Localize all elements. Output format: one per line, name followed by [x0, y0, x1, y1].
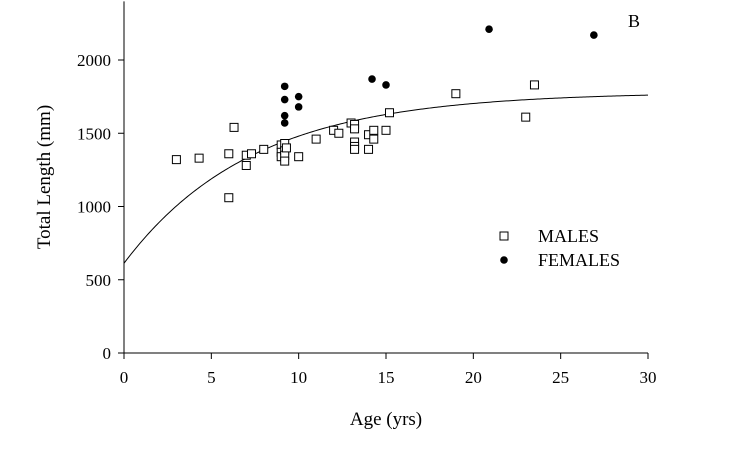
- female-point: [280, 111, 289, 120]
- x-tick-label: 30: [640, 368, 657, 387]
- ticks: 0 5 10 15 20 25 30 0 500 1000 1500 2000: [77, 51, 657, 387]
- axes: [123, 1, 648, 354]
- x-tick-label: 20: [465, 368, 482, 387]
- male-point: [529, 80, 539, 90]
- male-point: [334, 128, 344, 138]
- male-point: [229, 122, 239, 132]
- male-point: [294, 152, 304, 162]
- male-point: [451, 89, 461, 99]
- male-point: [241, 160, 251, 170]
- male-point: [350, 124, 360, 134]
- male-point: [281, 143, 291, 153]
- male-point: [350, 144, 360, 154]
- x-tick-label: 15: [378, 368, 395, 387]
- x-axis-label: Age (yrs): [350, 409, 422, 430]
- legend-female-marker: [500, 256, 508, 264]
- y-tick-label: 1000: [77, 198, 111, 217]
- male-point: [280, 156, 290, 166]
- x-tick-label: 5: [207, 368, 216, 387]
- male-point: [311, 134, 321, 144]
- female-point: [590, 31, 598, 39]
- male-point: [224, 193, 234, 203]
- legend-male-label: MALES: [538, 226, 599, 246]
- female-point: [280, 95, 289, 104]
- male-point: [247, 149, 257, 159]
- female-point: [485, 25, 493, 34]
- panel-label: B: [628, 11, 640, 31]
- y-tick-label: 500: [86, 271, 112, 290]
- male-point: [384, 108, 394, 118]
- female-point: [280, 119, 289, 127]
- legend-male-marker: [499, 231, 509, 241]
- legend: MALES FEMALES: [499, 226, 620, 270]
- y-tick-label: 0: [103, 344, 112, 363]
- male-point: [194, 153, 204, 163]
- male-point: [381, 125, 391, 135]
- female-point: [368, 75, 376, 83]
- x-tick-label: 25: [552, 368, 569, 387]
- x-tick-label: 10: [290, 368, 307, 387]
- female-point: [294, 103, 303, 111]
- x-tick-label: 0: [120, 368, 129, 387]
- male-point: [259, 144, 269, 154]
- male-point: [521, 112, 531, 122]
- data-points: [171, 25, 598, 203]
- y-tick-label: 1500: [77, 124, 111, 143]
- female-point: [280, 82, 289, 91]
- male-point: [364, 144, 374, 154]
- male-point: [171, 155, 181, 165]
- y-axis-label: Total Length (mm): [34, 105, 55, 249]
- y-tick-label: 2000: [77, 51, 111, 70]
- female-point: [382, 81, 390, 89]
- male-point: [369, 125, 379, 135]
- legend-female-label: FEMALES: [538, 250, 620, 270]
- female-point: [294, 92, 303, 101]
- male-point: [224, 149, 234, 159]
- male-point: [369, 134, 379, 144]
